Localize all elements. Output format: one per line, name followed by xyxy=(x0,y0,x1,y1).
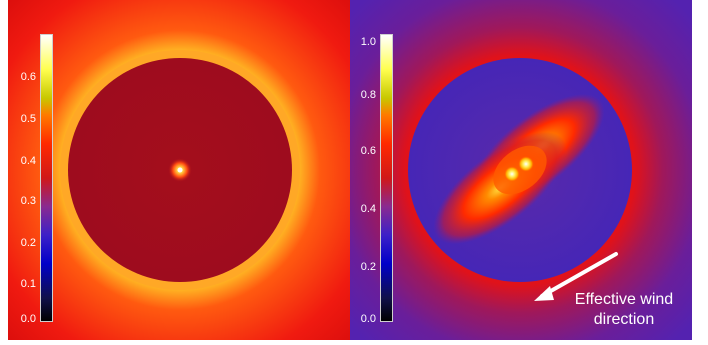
right-tick-0.8: 0.8 xyxy=(360,89,376,101)
left-tick-0.5: 0.5 xyxy=(20,113,36,125)
left-tick-0.4: 0.4 xyxy=(20,155,36,167)
left-map-graphic xyxy=(8,0,350,340)
right-colorbar xyxy=(380,34,393,322)
right-tick-1.0: 1.0 xyxy=(360,36,376,48)
right-tick-0.4: 0.4 xyxy=(360,203,376,215)
right-core-glow xyxy=(493,145,547,195)
left-center-point xyxy=(177,167,183,173)
left-tick-0.3: 0.3 xyxy=(20,195,36,207)
right-map-graphic xyxy=(350,0,692,340)
right-density-map: 1.0 0.8 0.6 0.4 0.2 0.0 Effective wind d… xyxy=(350,0,692,340)
wind-direction-caption: Effective wind direction xyxy=(544,290,692,330)
left-tick-0.1: 0.1 xyxy=(20,278,36,290)
left-tick-0.6: 0.6 xyxy=(20,71,36,83)
wind-arrow-shaft xyxy=(540,252,618,298)
left-density-map: 0.6 0.5 0.4 0.3 0.2 0.1 0.0 xyxy=(8,0,350,340)
left-tick-0.0: 0.0 xyxy=(20,313,36,325)
caption-line-1: Effective wind xyxy=(574,291,674,308)
right-tick-0.2: 0.2 xyxy=(360,261,376,273)
left-colorbar xyxy=(40,34,53,322)
wind-arrow-head xyxy=(534,286,554,301)
right-source-left xyxy=(504,166,520,182)
right-tick-0.0: 0.0 xyxy=(360,313,376,325)
right-tick-0.6: 0.6 xyxy=(360,145,376,157)
left-tick-0.2: 0.2 xyxy=(20,237,36,249)
right-source-right xyxy=(518,156,534,172)
caption-line-2: direction xyxy=(593,311,655,328)
